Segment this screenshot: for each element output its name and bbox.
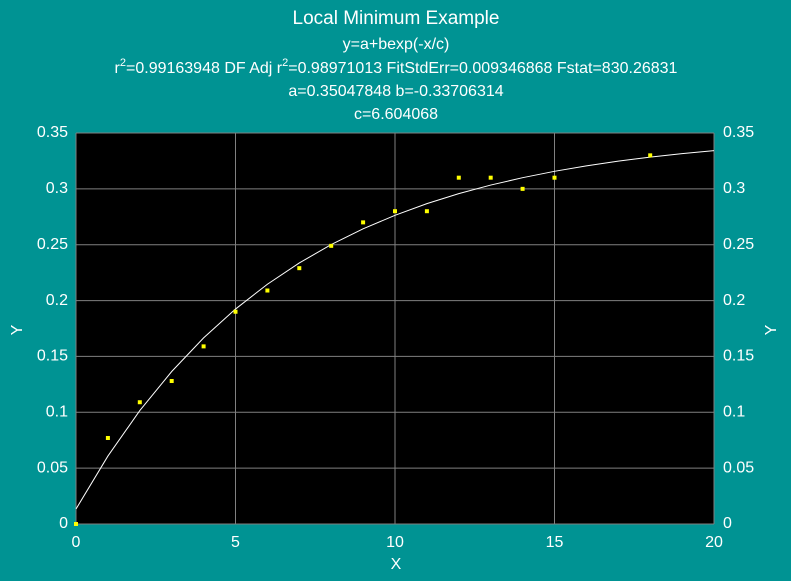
y-tick-label: 0.1 [723,404,745,421]
data-point [424,209,429,214]
data-point [297,266,302,271]
data-point [105,435,110,440]
stats-text: =0.98971013 FitStdErr=0.009346868 Fstat=… [288,60,677,77]
data-point [648,153,653,158]
y-tick-label: 0.05 [723,459,754,476]
y-tick-label: 0.2 [46,292,68,309]
params: c=6.604068 [354,106,438,123]
x-tick-label: 20 [705,534,723,551]
y-axis-label: Y [763,324,780,335]
y-tick-label: 0.05 [37,459,68,476]
data-point [169,379,174,384]
x-tick-label: 5 [231,534,240,551]
y-axis-label: Y [9,324,26,335]
data-point [265,288,270,293]
y-tick-label: 0.25 [37,236,68,253]
x-tick-label: 0 [72,534,81,551]
data-point [552,175,557,180]
data-point [361,220,366,225]
data-point [233,309,238,314]
data-point [456,175,461,180]
params: a=0.35047848 b=-0.33706314 [288,83,503,100]
data-point [201,344,206,349]
equation: y=a+bexp(-x/c) [343,36,450,53]
y-tick-label: 0 [59,515,68,532]
data-point [137,400,142,405]
y-tick-label: 0.1 [46,404,68,421]
x-tick-label: 10 [386,534,404,551]
data-point [488,175,493,180]
y-tick-label: 0.15 [37,348,68,365]
y-tick-label: 0.25 [723,236,754,253]
superscript: 2 [282,57,288,69]
chart-title: Local Minimum Example [293,8,500,29]
superscript: 2 [120,57,126,69]
stats-text: =0.99163948 DF Adj r [126,60,283,77]
y-tick-label: 0.35 [723,124,754,141]
y-tick-label: 0.15 [723,348,754,365]
data-point [329,243,334,248]
fit-curve [75,150,715,510]
fit-stats: r2=0.99163948 DF Adj r2=0.98971013 FitSt… [115,57,678,77]
y-tick-label: 0.35 [37,124,68,141]
stats-text: r [115,60,121,77]
x-tick-label: 15 [546,534,564,551]
y-tick-label: 0 [723,515,732,532]
data-point [74,522,78,526]
data-point [393,209,397,214]
y-tick-label: 0.3 [723,180,745,197]
y-tick-label: 0.3 [46,180,68,197]
x-axis-label: X [391,556,402,573]
y-tick-label: 0.2 [723,292,745,309]
data-point [520,186,525,191]
